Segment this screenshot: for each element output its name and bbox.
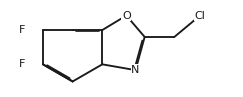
Text: N: N — [131, 65, 140, 75]
Text: F: F — [18, 59, 25, 69]
Text: O: O — [122, 11, 131, 21]
Text: Cl: Cl — [195, 11, 206, 21]
Text: F: F — [18, 25, 25, 35]
